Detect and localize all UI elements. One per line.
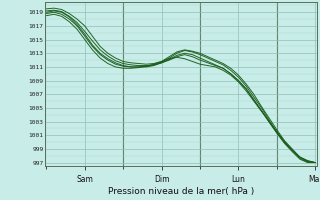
X-axis label: Pression niveau de la mer( hPa ): Pression niveau de la mer( hPa ): [108, 187, 254, 196]
